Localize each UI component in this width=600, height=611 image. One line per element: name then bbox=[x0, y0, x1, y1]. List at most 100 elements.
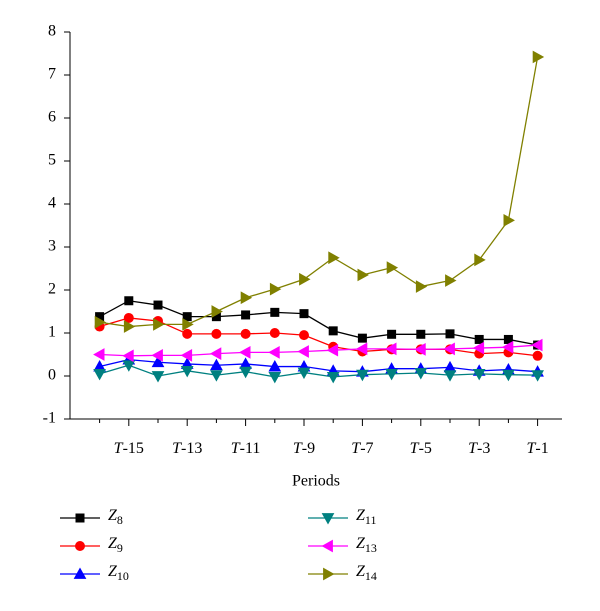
data-point bbox=[385, 342, 397, 356]
data-point bbox=[472, 341, 485, 355]
x-tick-label: T-11 bbox=[231, 440, 261, 457]
y-tick-label: 4 bbox=[48, 195, 56, 212]
data-point bbox=[180, 349, 193, 362]
data-point bbox=[326, 371, 340, 384]
data-point bbox=[472, 368, 486, 381]
series-line bbox=[99, 56, 539, 328]
legend-marker bbox=[73, 567, 87, 579]
data-point bbox=[211, 305, 223, 318]
legend-marker bbox=[75, 541, 85, 551]
data-point bbox=[416, 329, 426, 339]
data-point bbox=[445, 329, 455, 339]
x-axis-label: Periods bbox=[292, 473, 340, 490]
data-point bbox=[532, 50, 545, 64]
data-point bbox=[123, 312, 134, 323]
data-point bbox=[328, 251, 340, 265]
data-point bbox=[414, 368, 428, 380]
legend-marker bbox=[321, 539, 333, 553]
data-point bbox=[443, 370, 457, 382]
legend-marker bbox=[75, 513, 85, 523]
data-point bbox=[151, 349, 163, 362]
data-point bbox=[211, 328, 222, 339]
series-line bbox=[99, 317, 538, 357]
y-tick-label: 5 bbox=[48, 152, 56, 169]
data-point bbox=[355, 342, 368, 356]
legend-label: Z8 bbox=[108, 507, 123, 527]
x-tick-label: T-3 bbox=[468, 440, 490, 457]
data-point bbox=[270, 307, 280, 317]
y-tick-label: 3 bbox=[48, 238, 56, 255]
y-tick-label: 2 bbox=[48, 281, 56, 298]
data-point bbox=[532, 350, 543, 361]
data-point bbox=[503, 213, 515, 227]
series-line bbox=[99, 300, 538, 346]
data-point bbox=[153, 318, 165, 331]
data-point bbox=[241, 310, 251, 320]
data-point bbox=[387, 329, 397, 339]
data-point bbox=[503, 334, 513, 344]
data-point bbox=[531, 370, 544, 382]
data-point bbox=[328, 326, 338, 336]
legend-label: Z13 bbox=[356, 535, 377, 555]
legend-marker bbox=[323, 567, 335, 581]
data-point bbox=[415, 280, 428, 293]
x-tick-label: T-7 bbox=[351, 440, 373, 457]
legend-marker bbox=[321, 513, 335, 525]
data-point bbox=[122, 360, 136, 372]
legend-label: Z10 bbox=[108, 563, 129, 583]
data-point bbox=[299, 309, 309, 319]
data-point bbox=[93, 348, 105, 361]
data-point bbox=[297, 367, 311, 380]
series-line bbox=[99, 364, 538, 378]
data-point bbox=[414, 342, 426, 356]
data-point bbox=[443, 342, 455, 356]
data-point bbox=[385, 368, 398, 381]
data-point bbox=[357, 268, 369, 282]
data-point bbox=[239, 346, 251, 359]
data-point bbox=[299, 330, 309, 341]
data-point bbox=[501, 340, 514, 354]
y-tick-label: 1 bbox=[48, 324, 56, 341]
data-point bbox=[124, 296, 134, 306]
legend-label: Z11 bbox=[356, 507, 376, 527]
x-tick-label: T-15 bbox=[114, 440, 144, 457]
data-point bbox=[474, 334, 484, 344]
data-point bbox=[356, 369, 369, 382]
data-point bbox=[123, 320, 136, 333]
data-point bbox=[474, 253, 486, 267]
data-point bbox=[151, 355, 165, 368]
data-point bbox=[297, 345, 309, 358]
data-point bbox=[299, 272, 311, 286]
data-point bbox=[93, 368, 106, 381]
x-tick-label: T-5 bbox=[410, 440, 432, 457]
y-tick-label: 8 bbox=[48, 23, 56, 40]
x-tick-label: T-13 bbox=[172, 440, 202, 457]
legend-label: Z14 bbox=[356, 563, 377, 583]
data-point bbox=[531, 338, 543, 352]
x-tick-label: T-1 bbox=[526, 440, 548, 457]
data-point bbox=[210, 370, 223, 382]
y-tick-label: 6 bbox=[48, 109, 56, 126]
y-tick-label: 0 bbox=[48, 367, 56, 384]
data-point bbox=[269, 328, 280, 338]
data-point bbox=[386, 261, 399, 274]
data-point bbox=[240, 291, 253, 305]
x-tick-label: T-9 bbox=[293, 440, 315, 457]
data-point bbox=[502, 369, 515, 382]
data-point bbox=[182, 318, 194, 331]
y-tick-label: -1 bbox=[43, 410, 56, 427]
data-point bbox=[153, 300, 163, 310]
data-point bbox=[182, 328, 193, 339]
data-point bbox=[269, 282, 282, 296]
data-point bbox=[94, 315, 107, 329]
data-point bbox=[180, 365, 194, 378]
series-line bbox=[99, 344, 538, 357]
data-point bbox=[268, 371, 282, 384]
data-point bbox=[326, 343, 339, 357]
data-point bbox=[357, 333, 367, 343]
data-point bbox=[151, 371, 165, 383]
data-point bbox=[268, 360, 282, 372]
data-point bbox=[210, 358, 223, 371]
data-point bbox=[268, 346, 280, 359]
